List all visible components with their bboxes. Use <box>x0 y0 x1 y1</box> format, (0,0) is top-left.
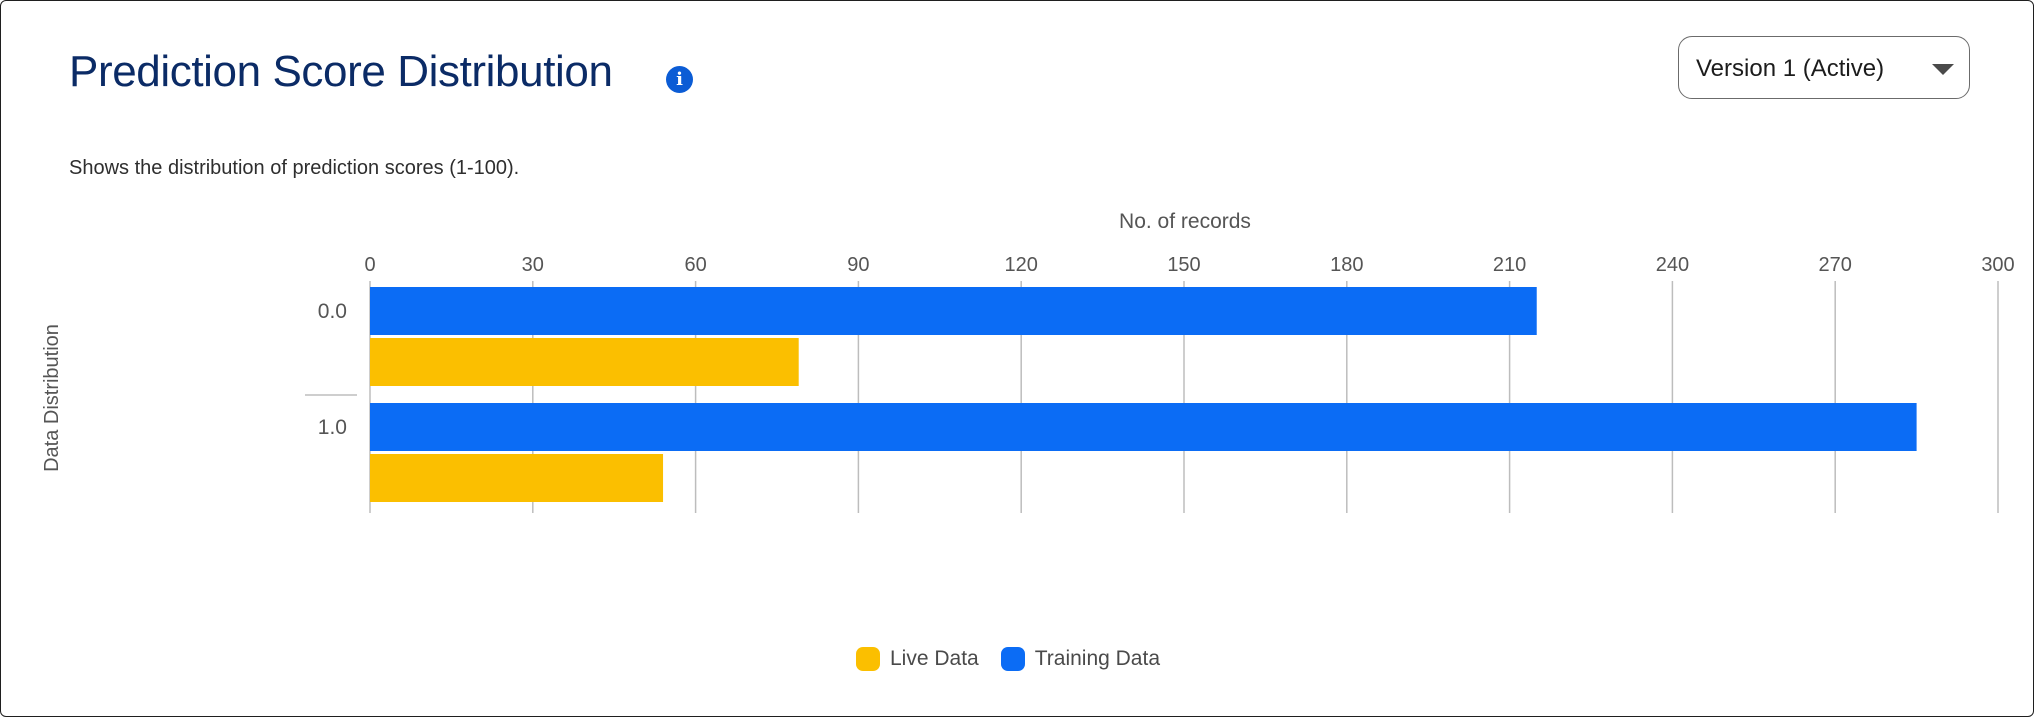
legend-label: Training Data <box>1034 647 1161 670</box>
x-tick-label: 30 <box>522 254 544 276</box>
legend-item-training-data[interactable]: Training Data <box>1000 647 1161 671</box>
x-tick-label: 210 <box>1493 254 1526 276</box>
x-axis-title: No. of records <box>1119 210 1251 233</box>
x-tick-label: 60 <box>684 254 706 276</box>
x-tick-label: 120 <box>1005 254 1038 276</box>
x-tick-label: 90 <box>847 254 869 276</box>
x-tick-label: 270 <box>1819 254 1852 276</box>
bar-live-data-0.0 <box>370 338 799 386</box>
bar-training-data-0.0 <box>370 287 1537 335</box>
version-select[interactable]: Version 1 (Active) <box>1678 36 1970 99</box>
legend-swatch <box>1000 647 1025 671</box>
page-title: Prediction Score Distribution <box>69 47 613 96</box>
x-tick-label: 180 <box>1330 254 1363 276</box>
x-tick-label: 300 <box>1981 254 2014 276</box>
y-tick-label: 0.0 <box>318 300 347 323</box>
bar-live-data-1.0 <box>370 454 664 502</box>
version-select-value: Version 1 (Active) <box>1696 55 1885 82</box>
chart-legend: Live Data Training Data <box>856 647 1160 671</box>
legend-label: Live Data <box>890 647 979 670</box>
x-tick-label: 150 <box>1167 254 1200 276</box>
legend-swatch <box>856 647 880 671</box>
y-axis-title: Data Distribution <box>41 324 63 472</box>
chart-description: Shows the distribution of prediction sco… <box>69 157 520 179</box>
chevron-down-icon <box>1932 64 1954 75</box>
y-tick-label: 1.0 <box>318 416 347 439</box>
legend-item-live-data[interactable]: Live Data <box>856 647 979 671</box>
info-icon[interactable]: i <box>666 66 693 93</box>
bar-training-data-1.0 <box>370 403 1917 451</box>
x-tick-label: 240 <box>1656 254 1689 276</box>
x-tick-label: 0 <box>364 254 375 276</box>
